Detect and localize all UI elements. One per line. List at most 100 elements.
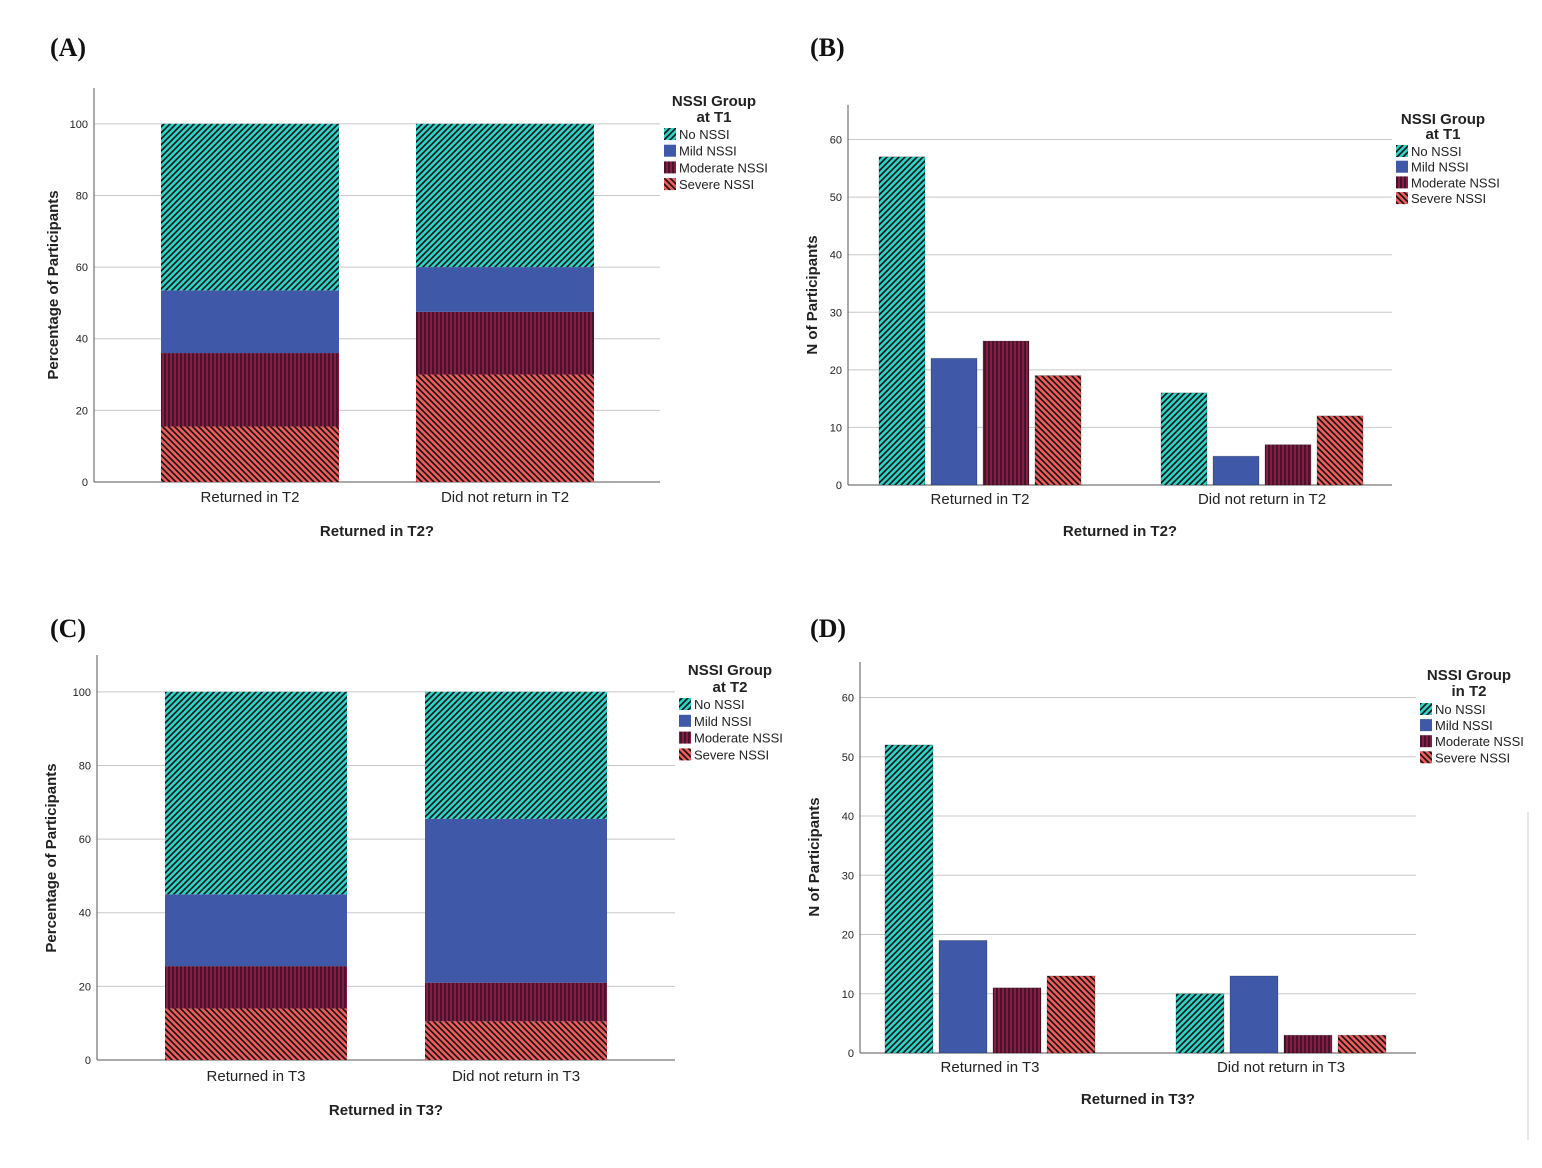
x-axis-title: Returned in T3?	[1081, 1091, 1195, 1108]
y-tick-label: 100	[73, 687, 91, 699]
legend-swatch-no-nssi	[679, 698, 691, 710]
y-tick-label: 20	[76, 405, 88, 417]
y-tick-label: 0	[836, 480, 842, 492]
bar-severe-nssi-did-not-return-in-t3	[1337, 1034, 1387, 1054]
y-tick-label: 30	[830, 307, 842, 319]
legend-title: NSSI Group	[672, 93, 756, 110]
bar-mild-nssi-did-not-return-in-t3	[1229, 975, 1279, 1054]
y-tick-label: 10	[842, 989, 854, 1001]
bar-moderate-nssi-returned-in-t2	[982, 340, 1030, 486]
chart-d: 0 10 20 30 40 50 60 Returned in T3 Did not retur…	[806, 662, 1524, 1108]
y-tick-label: 0	[85, 1055, 91, 1067]
legend-title: at T1	[696, 109, 731, 126]
legend-swatch-mild-nssi	[664, 144, 676, 157]
legend-swatch-severe-nssi	[1420, 751, 1432, 764]
bar-severe-nssi-returned-in-t2	[1034, 375, 1082, 486]
y-tick-label: 50	[830, 192, 842, 204]
bar-no-nssi-returned-in-t3	[165, 691, 347, 895]
panel-label-a: (A)	[50, 33, 87, 62]
y-axis-title: Percentage of Participants	[43, 763, 60, 952]
bar-mild-nssi-returned-in-t3	[938, 940, 988, 1054]
legend-swatch-severe-nssi	[679, 748, 691, 761]
bar-moderate-nssi-did-not-return-in-t3	[425, 982, 607, 1022]
x-tick-label: Did not return in T3	[452, 1068, 580, 1085]
legend-label-severe-nssi: Severe NSSI	[679, 177, 754, 192]
bar-no-nssi-returned-in-t2	[161, 123, 339, 291]
panel-label-c: (C)	[50, 614, 87, 643]
bar-no-nssi-returned-in-t3	[884, 744, 934, 1054]
bar-no-nssi-did-not-return-in-t3	[1175, 993, 1225, 1054]
legend-swatch-moderate-nssi	[679, 731, 691, 744]
bar-moderate-nssi-returned-in-t2	[161, 353, 339, 427]
y-axis-title: Percentage of Participants	[45, 190, 62, 379]
legend-label-no-nssi: No NSSI	[679, 127, 730, 142]
y-tick-label: 60	[842, 693, 854, 705]
x-tick-label: Returned in T2	[931, 491, 1030, 508]
y-tick-label: 60	[79, 834, 91, 846]
chart-c: 0 20 40 60 80 100 Returned in T3 Did not return…	[43, 655, 783, 1119]
legend-swatch-mild-nssi	[1420, 719, 1432, 732]
legend-title: at T2	[712, 679, 747, 696]
legend-label-severe-nssi: Severe NSSI	[1411, 191, 1486, 206]
y-axis-title: N of Participants	[804, 235, 821, 354]
legend-swatch-moderate-nssi	[1396, 176, 1408, 189]
y-tick-label: 80	[79, 760, 91, 772]
x-axis-title: Returned in T2?	[320, 523, 434, 540]
y-tick-label: 40	[842, 811, 854, 823]
legend-label-moderate-nssi: Moderate NSSI	[694, 731, 783, 746]
x-tick-label: Did not return in T2	[441, 489, 569, 506]
legend-label-no-nssi: No NSSI	[1411, 144, 1462, 159]
y-tick-label: 20	[830, 365, 842, 377]
bar-mild-nssi-returned-in-t2	[161, 290, 339, 354]
legend-label-mild-nssi: Mild NSSI	[694, 714, 752, 729]
panel-label-d: (D)	[810, 614, 847, 643]
legend-swatch-severe-nssi	[664, 178, 676, 191]
legend-label-no-nssi: No NSSI	[694, 697, 745, 712]
y-tick-label: 20	[79, 981, 91, 993]
bar-moderate-nssi-did-not-return-in-t2	[416, 311, 594, 375]
bar-mild-nssi-returned-in-t3	[165, 894, 347, 967]
legend-label-moderate-nssi: Moderate NSSI	[679, 160, 768, 175]
bar-moderate-nssi-returned-in-t3	[992, 987, 1042, 1054]
y-tick-label: 30	[842, 870, 854, 882]
bar-no-nssi-did-not-return-in-t2	[416, 123, 594, 268]
bar-mild-nssi-did-not-return-in-t2	[416, 267, 594, 312]
bar-severe-nssi-returned-in-t2	[161, 426, 339, 482]
legend-swatch-mild-nssi	[679, 714, 691, 727]
legend-label-mild-nssi: Mild NSSI	[1411, 160, 1469, 175]
legend-label-severe-nssi: Severe NSSI	[1435, 750, 1510, 765]
legend-title: NSSI Group	[1401, 111, 1485, 128]
bar-no-nssi-did-not-return-in-t2	[1160, 392, 1208, 486]
bar-moderate-nssi-returned-in-t3	[165, 966, 347, 1009]
bar-severe-nssi-did-not-return-in-t2	[1316, 415, 1364, 486]
bar-severe-nssi-did-not-return-in-t2	[416, 374, 594, 482]
bar-severe-nssi-returned-in-t3	[1046, 975, 1096, 1054]
y-tick-label: 40	[830, 250, 842, 262]
y-tick-label: 40	[76, 334, 88, 346]
legend-title: NSSI Group	[688, 662, 772, 679]
x-tick-label: Did not return in T2	[1198, 491, 1326, 508]
bar-severe-nssi-did-not-return-in-t3	[425, 1021, 607, 1060]
legend-title: NSSI Group	[1427, 667, 1511, 684]
y-tick-label: 40	[79, 908, 91, 920]
bar-mild-nssi-returned-in-t2	[930, 357, 978, 486]
legend-swatch-no-nssi	[1396, 145, 1408, 157]
y-tick-label: 80	[76, 190, 88, 202]
x-tick-label: Returned in T3	[207, 1068, 306, 1085]
page-edge-divider	[1527, 812, 1529, 1140]
y-tick-label: 50	[842, 752, 854, 764]
legend-swatch-no-nssi	[1420, 703, 1432, 715]
bar-moderate-nssi-did-not-return-in-t2	[1264, 444, 1312, 486]
y-axis-title: N of Participants	[806, 797, 823, 916]
y-tick-label: 0	[82, 477, 88, 489]
legend-label-severe-nssi: Severe NSSI	[694, 747, 769, 762]
legend-swatch-no-nssi	[664, 128, 676, 140]
legend-label-moderate-nssi: Moderate NSSI	[1435, 734, 1524, 749]
x-tick-label: Returned in T3	[941, 1059, 1040, 1076]
legend-swatch-mild-nssi	[1396, 160, 1408, 173]
legend-swatch-moderate-nssi	[664, 161, 676, 174]
y-tick-label: 100	[70, 119, 88, 131]
legend-title: in T2	[1451, 683, 1486, 700]
legend-label-mild-nssi: Mild NSSI	[1435, 718, 1493, 733]
